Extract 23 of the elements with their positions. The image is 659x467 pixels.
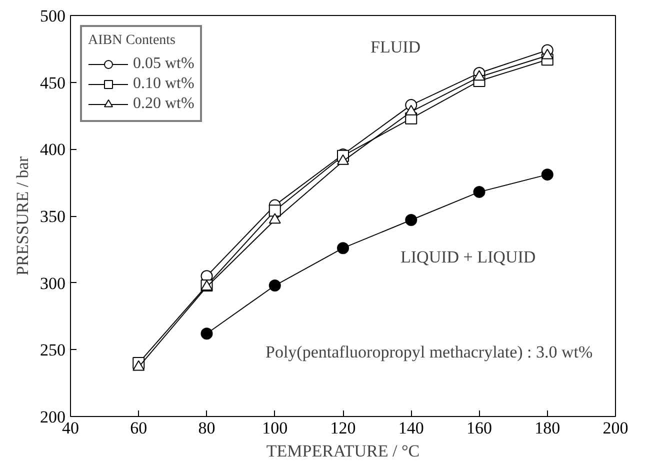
x-tick-label: 200 [602,418,628,438]
y-axis-title: PRESSURE / bar [13,156,32,276]
y-tick-label: 250 [40,340,66,360]
annotation: Poly(pentafluoropropyl methacrylate) : 3.0 wt% [266,342,593,362]
legend-title: AIBN Contents [88,33,176,49]
y-tick-label: 450 [40,73,66,92]
x-tick-label: 180 [534,418,560,438]
x-tick-label: 140 [398,418,424,438]
legend-label: 0.10 wt% [133,75,194,93]
x-tick-label: 160 [466,418,492,438]
annotation: FLUID [370,38,421,56]
x-tick-label: 120 [330,418,356,438]
x-tick-label: 60 [130,418,148,438]
y-tick-label: 500 [40,6,66,26]
x-axis-title: TEMPERATURE / °C [266,442,420,460]
y-tick-label: 350 [40,207,66,226]
y-tick-label: 300 [40,274,66,293]
y-tick-label: 400 [40,140,66,160]
legend-label: 0.05 wt% [133,55,194,73]
x-tick-label: 80 [198,418,216,438]
x-tick-label: 100 [262,418,288,438]
legend-label: 0.20 wt% [133,95,194,113]
annotation: LIQUID + LIQUID [400,248,536,266]
